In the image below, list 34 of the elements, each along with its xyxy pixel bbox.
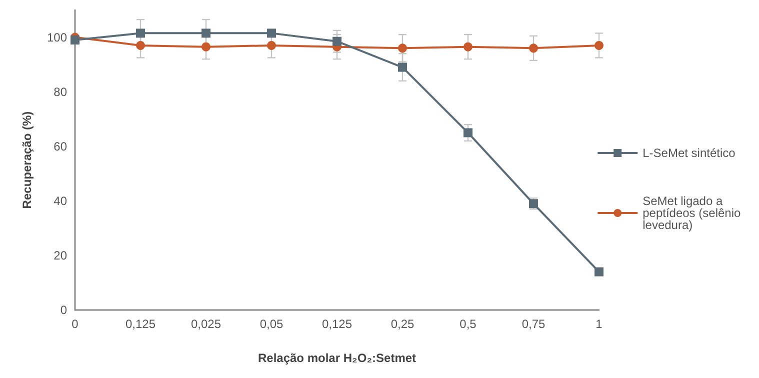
x-tick-label: 1 [596, 317, 603, 331]
point [594, 40, 604, 50]
point [70, 36, 80, 44]
point [594, 267, 604, 276]
x-tick-label: 0,025 [190, 317, 222, 331]
x-tick-label: 0 [72, 317, 79, 331]
x-axis-title: Relação molar H₂O₂:Setmet [258, 351, 416, 365]
y-tick-label: 60 [54, 139, 68, 154]
y-tick-label: 80 [54, 84, 68, 99]
point [398, 44, 407, 53]
x-tick-label: 0,75 [522, 317, 546, 331]
x-tick-label: 0,25 [390, 317, 414, 331]
point [464, 128, 472, 138]
x-tick-label: 0,5 [460, 317, 477, 331]
point [136, 28, 145, 38]
y-tick-label: 20 [54, 248, 68, 262]
point [464, 42, 472, 52]
point [202, 28, 210, 38]
point [398, 62, 407, 72]
point [136, 40, 145, 50]
legend-label: SeMet ligado a peptídeos (selênio levedura) [642, 194, 744, 232]
point [267, 40, 276, 50]
point [529, 44, 538, 53]
y-tick-label: 40 [54, 194, 68, 208]
x-tick-label: 0,05 [260, 317, 284, 331]
legend-label: L-SeMet sintético [642, 146, 736, 160]
y-axis-title: Recuperação (%) [20, 111, 34, 209]
x-tick-label: 0,125 [125, 317, 156, 331]
point [332, 36, 342, 46]
point [267, 28, 276, 38]
y-tick-label: 0 [60, 303, 68, 317]
x-tick-label: 0,125 [322, 317, 352, 331]
y-tick-label: 100 [46, 30, 68, 44]
point [202, 42, 210, 52]
